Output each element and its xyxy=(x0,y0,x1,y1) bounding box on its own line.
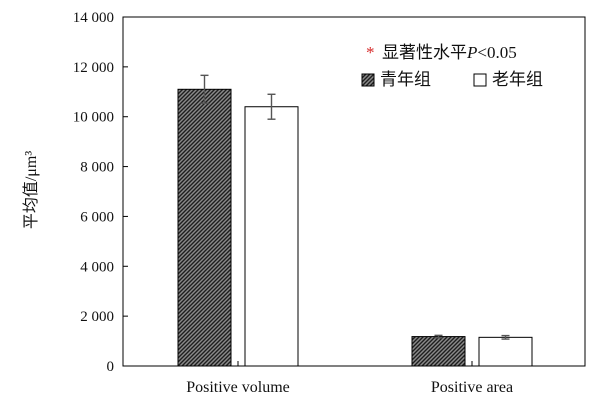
legend-label-old: 老年组 xyxy=(492,70,543,89)
bar xyxy=(478,336,533,367)
y-tick-label: 12 000 xyxy=(73,60,114,76)
legend: * 显著性水平P<0.05 青年组 老年组 xyxy=(361,43,543,89)
y-tick-label: 8 000 xyxy=(80,160,114,176)
legend-swatch-young xyxy=(361,73,375,87)
bar xyxy=(244,106,299,367)
legend-label-young: 青年组 xyxy=(380,70,431,89)
plot-area: 0 2 000 4 000 6 000 8 000 10 000 12 000 14 000 P… xyxy=(73,10,586,396)
y-tick-label: 6 000 xyxy=(80,209,114,225)
y-tick-label: 4 000 xyxy=(80,259,114,275)
y-tick-label: 0 xyxy=(107,359,115,375)
legend-swatch-old xyxy=(473,73,487,87)
y-tick-label: 14 000 xyxy=(73,10,114,26)
y-tick-label: 2 000 xyxy=(80,309,114,325)
legend-significance-star: * xyxy=(366,43,375,62)
y-axis-label: 平均值/μm³ xyxy=(22,151,40,229)
plot-frame xyxy=(122,16,586,367)
legend-significance-label: 显著性水平P<0.05 xyxy=(382,43,517,62)
x-tick-label: Positive volume xyxy=(186,379,290,396)
x-tick-label: Positive area xyxy=(431,379,513,396)
bar xyxy=(177,88,232,367)
y-tick-label: 10 000 xyxy=(73,110,114,126)
bar xyxy=(411,336,466,367)
